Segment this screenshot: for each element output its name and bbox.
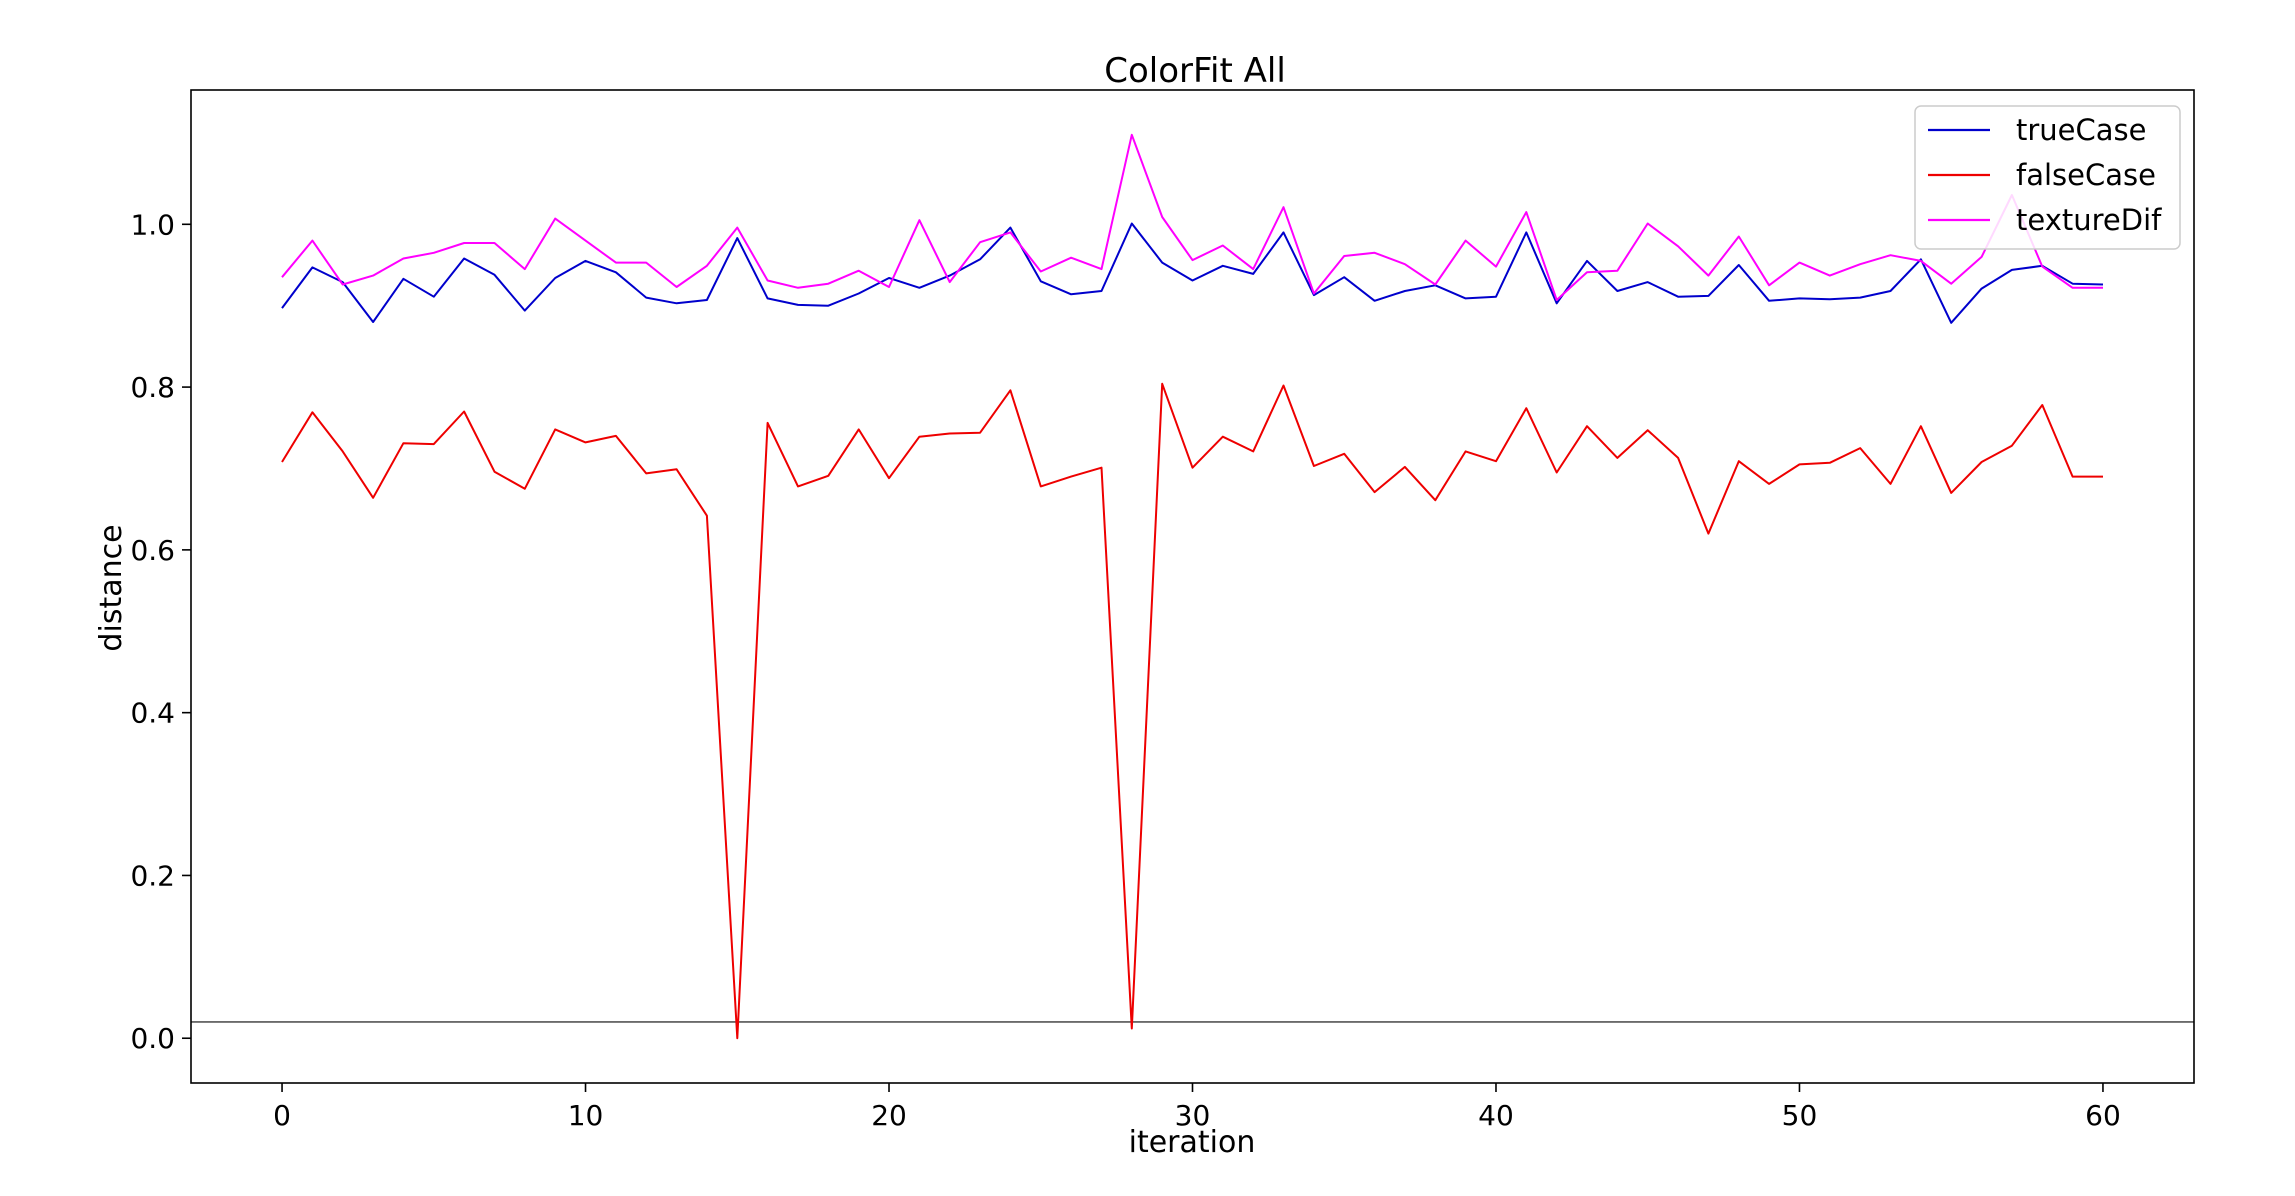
legend-label-textureDif: textureDif [2016, 203, 2162, 237]
chart-title: ColorFit All [1104, 51, 1286, 91]
series-line-trueCase [281, 222, 2104, 324]
legend-box [1914, 105, 2181, 250]
series-line-falseCase [281, 382, 2103, 1040]
legend-label-trueCase: trueCase [2016, 113, 2147, 147]
series-layer [281, 133, 2104, 1040]
y-axis-label: distance [94, 524, 129, 651]
x-tick-label: 20 [871, 1099, 907, 1132]
x-tick-label: 0 [273, 1099, 291, 1132]
series-line-textureDif [281, 133, 2103, 301]
x-tick-label: 10 [568, 1099, 604, 1132]
y-tick-label: 0.2 [130, 859, 175, 892]
x-axis-label: iteration [1129, 1125, 1256, 1160]
x-axis: 0 10 20 30 40 50 60 [273, 1083, 2121, 1132]
x-tick-label: 50 [1782, 1099, 1818, 1132]
y-tick-label: 0.8 [130, 371, 175, 404]
y-tick-label: 0.0 [130, 1022, 175, 1055]
legend-label-falseCase: falseCase [2016, 158, 2156, 192]
y-axis: 0.0 0.2 0.4 0.6 0.8 1.0 [130, 208, 191, 1055]
legend: trueCase falseCase textureDif [1914, 105, 2181, 250]
plot-background [191, 90, 2194, 1083]
y-tick-label: 1.0 [130, 208, 175, 241]
x-tick-label: 40 [1478, 1099, 1514, 1132]
x-tick-label: 60 [2085, 1099, 2121, 1132]
y-tick-label: 0.6 [130, 534, 175, 567]
x-tick-label: 30 [1175, 1099, 1211, 1132]
y-tick-label: 0.4 [130, 697, 175, 730]
